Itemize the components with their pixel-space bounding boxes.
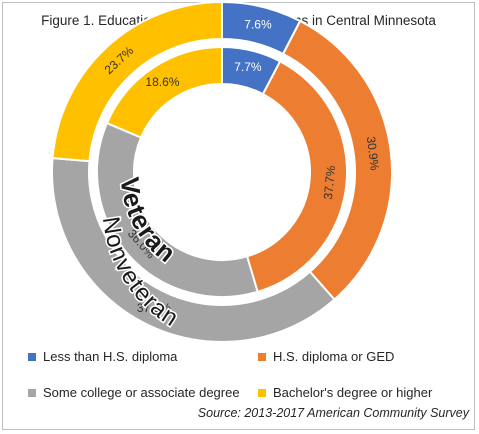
inner-slice-3: [105, 45, 223, 139]
inner-data-label-3: 18.6%: [145, 75, 179, 89]
source-note: Source: 2013-2017 American Community Sur…: [197, 406, 469, 420]
inner-slice-2: [96, 121, 259, 298]
legend-label: Some college or associate degree: [43, 385, 240, 400]
legend-item-less-than-hs: Less than H.S. diploma: [28, 349, 177, 364]
legend-item-bachelors: Bachelor's degree or higher: [258, 385, 432, 400]
legend-label: H.S. diploma or GED: [273, 349, 395, 364]
outer-slice-2: [51, 157, 336, 343]
outer-ring: [51, 0, 393, 343]
legend-item-some-college: Some college or associate degree: [28, 385, 240, 400]
inner-data-label-0: 7.7%: [234, 60, 262, 74]
legend-swatch-yellow: [258, 388, 266, 397]
legend-swatch-gray: [28, 388, 36, 397]
legend-item-hs-diploma: H.S. diploma or GED: [258, 349, 394, 364]
outer-data-label-0: 7.6%: [244, 17, 272, 31]
outer-data-label-2: 37.8%: [137, 301, 171, 315]
inner-data-label-1: 37.7%: [321, 165, 338, 201]
legend-label: Bachelor's degree or higher: [273, 385, 433, 400]
legend-label: Less than H.S. diploma: [43, 349, 178, 364]
legend-swatch-blue: [28, 352, 36, 361]
inner-ring: [96, 45, 348, 298]
outer-data-label-1: 30.9%: [364, 136, 382, 172]
outer-slice-3: [51, 0, 223, 163]
legend-swatch-orange: [258, 352, 266, 361]
inner-slice-1: [245, 59, 348, 294]
